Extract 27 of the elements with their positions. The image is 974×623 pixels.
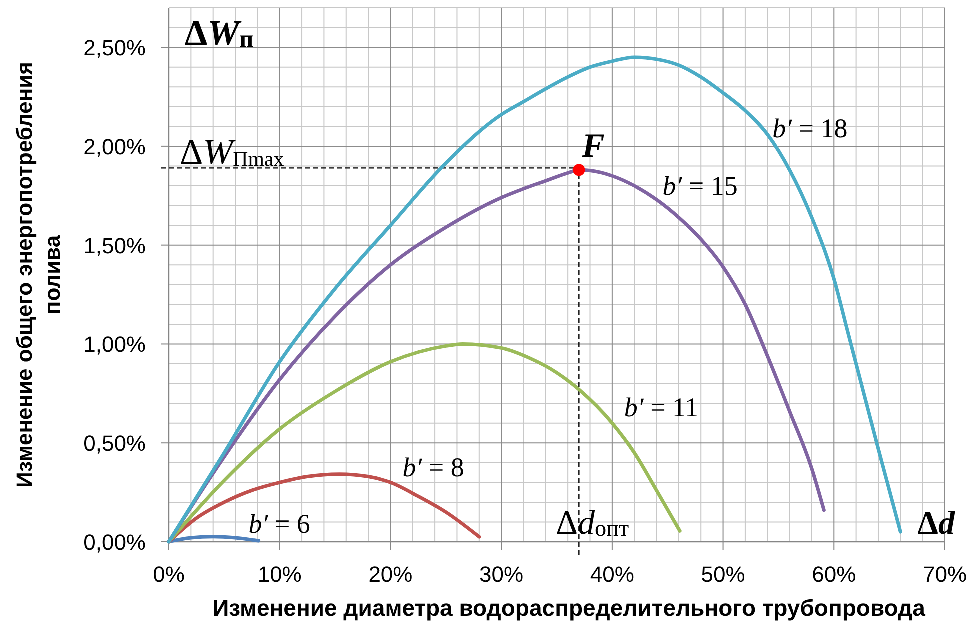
x-tick-label: 20% <box>368 562 413 587</box>
x-tick-label: 40% <box>590 562 634 587</box>
x-tick-label: 10% <box>258 562 302 587</box>
y-axis-title: Изменение общего энергопотребления полива <box>12 62 65 488</box>
annotation: F <box>581 128 606 166</box>
series-label: b′ = 6 <box>248 509 310 540</box>
series-label: b′ = 18 <box>772 114 848 144</box>
y-tick-label: 1,00% <box>84 332 146 358</box>
y-tick-label: 2,50% <box>84 35 146 60</box>
y-tick-label: 0,00% <box>84 530 146 555</box>
annotation: Δd <box>918 506 956 542</box>
series-label: b′ = 11 <box>624 392 699 422</box>
y-tick-label: 0,50% <box>84 431 146 456</box>
x-tick-label: 30% <box>480 562 524 587</box>
x-tick-label: 50% <box>701 562 746 587</box>
x-axis-title: Изменение диаметра водораспределительного трубопровода <box>212 595 926 621</box>
series-label: b′ = 15 <box>662 170 738 201</box>
annotation: ΔW$_{п}$ <box>185 13 254 54</box>
x-tick-label: 0% <box>153 562 185 587</box>
y-tick-label: 2,00% <box>84 134 146 160</box>
line-series <box>167 56 902 544</box>
y-tick-label: 1,50% <box>84 233 146 258</box>
series-label: b′ = 8 <box>402 452 464 483</box>
ref-line-label: Δd$_{опт}$ <box>556 505 630 542</box>
ref-line-label: ΔW$_{Пmax}$ <box>180 132 285 172</box>
x-tick-label: 70% <box>922 562 968 587</box>
x-tick-label: 60% <box>812 562 856 587</box>
